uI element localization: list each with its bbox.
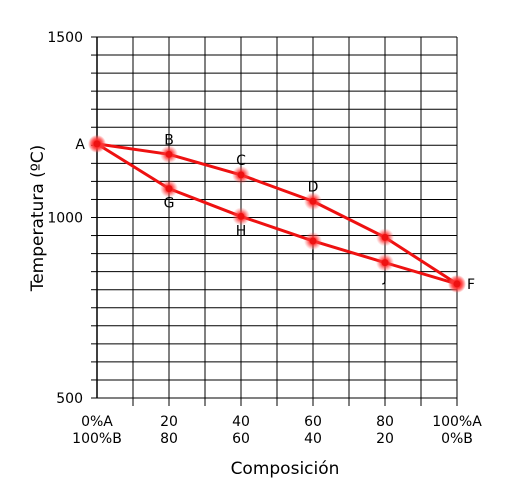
y-tick-label: 500 [56,391,83,407]
point-label: B [164,132,174,148]
tick-labels: 150010005000%A100%B2080406060408020100%A… [47,30,482,447]
data-point [309,237,317,245]
grid-lines [97,36,458,399]
x-tick-label-bottom: 100%B [72,431,122,447]
x-tick-label-bottom: 40 [304,431,322,447]
y-tick-label: 1500 [47,30,83,46]
point-label: I [311,248,315,264]
y-tick-label: 1000 [47,211,83,227]
x-tick-label-bottom: 0%B [441,431,473,447]
series-lines [96,142,458,286]
x-tick-label-top: 40 [232,414,250,430]
x-tick-label-top: 100%A [432,414,482,430]
point-label: D [308,179,319,195]
data-point [165,150,173,158]
data-point [453,280,461,288]
point-label: F [467,277,475,293]
x-tick-label-top: 60 [304,414,322,430]
data-point [381,233,389,241]
x-tick-label-top: 20 [160,414,178,430]
data-point [237,171,245,179]
x-tick-label-top: 80 [376,414,394,430]
data-point [93,140,101,148]
point-label: A [75,137,85,153]
point-label: H [236,223,247,239]
point-label: G [164,196,175,212]
series-line-2 [96,142,458,286]
point-label: J [382,270,387,286]
x-axis-label: Composición [231,459,340,479]
point-label: C [236,153,246,169]
x-tick-label-bottom: 20 [376,431,394,447]
series-line-1 [96,142,458,286]
axes [91,36,458,406]
data-point [309,197,317,205]
x-tick-label-bottom: 60 [232,431,250,447]
x-tick-label-top: 0%A [81,414,113,430]
data-points: A B C D F G H I J [75,132,475,293]
x-tick-label-bottom: 80 [160,431,178,447]
data-point [165,185,173,193]
data-point [237,212,245,220]
y-axis-label: Temperatura (ºC) [28,145,48,293]
data-point [381,259,389,267]
